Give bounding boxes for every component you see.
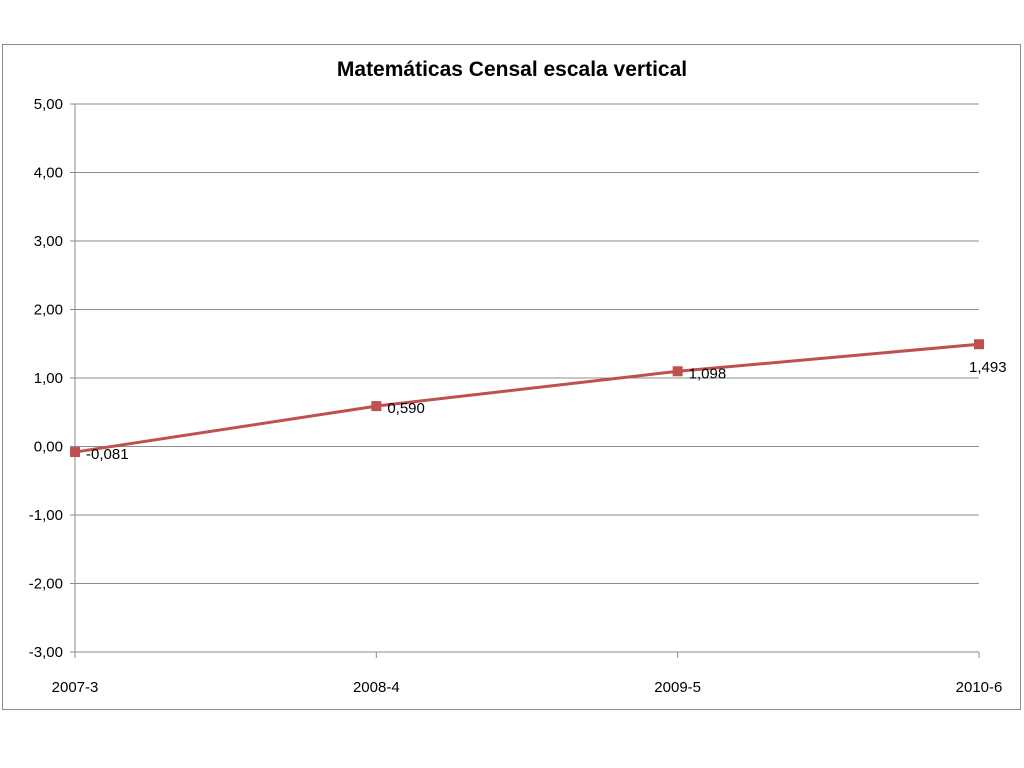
labels: 5,00 4,00 3,00 2,00 1,00 0,00 -1,00 -2,00 -3,00 2… (29, 96, 1007, 696)
x-tick-label: 2010-6 (956, 679, 1003, 696)
series (70, 339, 984, 458)
y-tick-label: -2,00 (29, 576, 63, 593)
x-tick-label: 2008-4 (353, 679, 400, 696)
gridlines (75, 103, 979, 653)
data-label: 1,098 (689, 365, 727, 382)
data-point-marker (371, 401, 382, 412)
y-tick-label: 5,00 (34, 96, 63, 113)
y-tick-label: -3,00 (29, 644, 63, 661)
axes (70, 103, 980, 658)
data-label: 1,493 (969, 359, 1007, 376)
chart-title: Matemáticas Censal escala vertical (336, 58, 688, 81)
data-point-marker (70, 447, 80, 458)
y-tick-label: 0,00 (34, 439, 63, 456)
data-point-marker (974, 339, 984, 350)
data-label: 0,590 (387, 400, 425, 417)
data-point-marker (672, 366, 683, 377)
x-tick-label: 2007-3 (52, 679, 99, 696)
series-line (74, 342, 980, 454)
data-label: -0,081 (86, 446, 129, 463)
y-tick-label: 1,00 (34, 370, 63, 387)
y-tick-label: 4,00 (34, 165, 63, 182)
chart-area (2, 44, 1021, 710)
x-tick-label: 2009-5 (654, 679, 701, 696)
y-tick-label: 2,00 (34, 302, 63, 319)
y-tick-label: 3,00 (34, 233, 63, 250)
y-tick-label: -1,00 (29, 507, 63, 524)
